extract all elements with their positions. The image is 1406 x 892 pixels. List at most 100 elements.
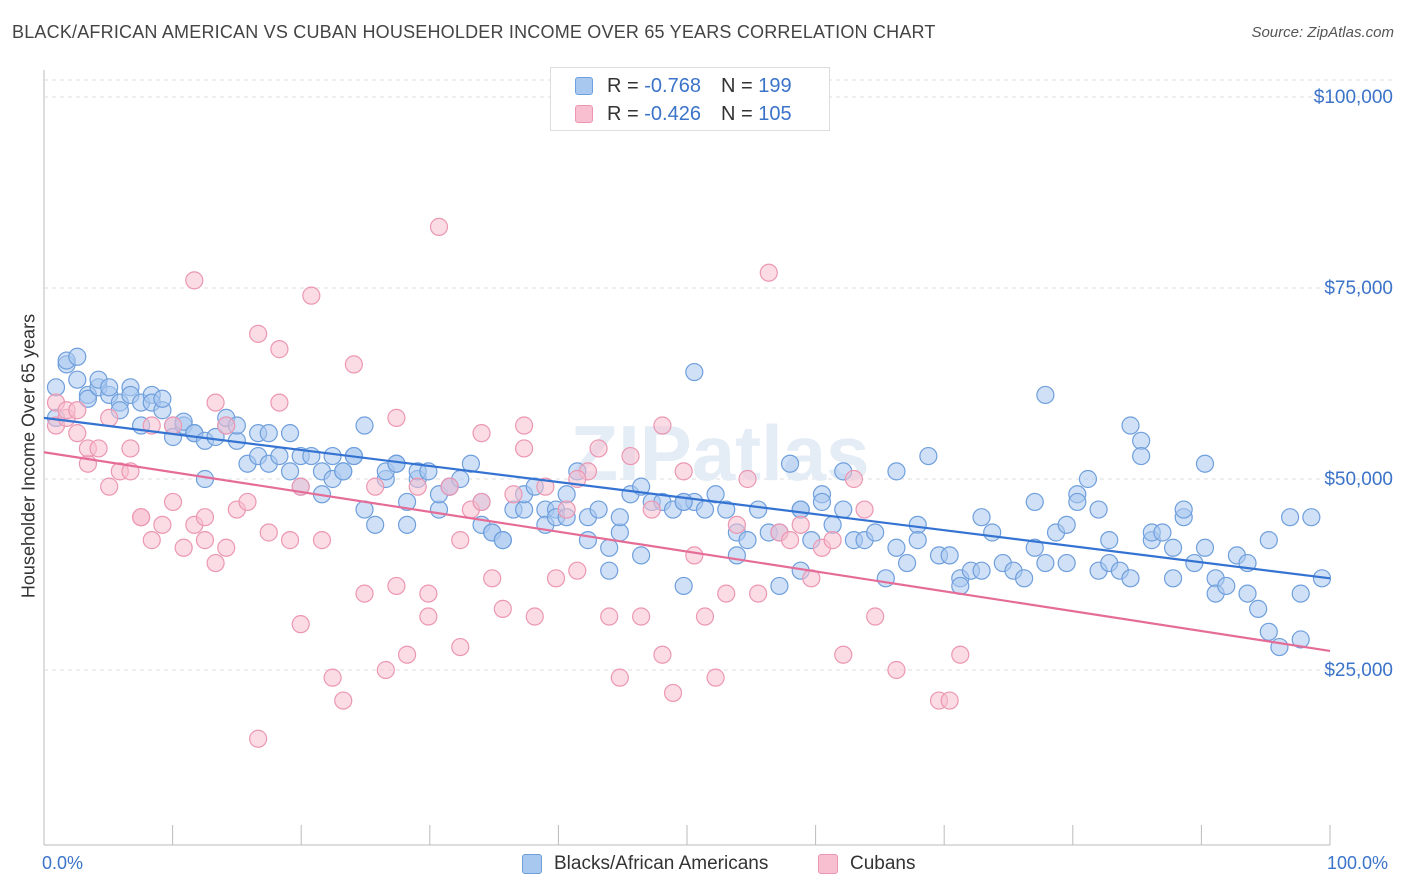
data-point-blacks <box>366 515 385 534</box>
data-point-blacks <box>717 500 736 519</box>
data-point-cubans <box>536 477 555 496</box>
data-point-blacks <box>515 500 534 519</box>
data-point-cubans <box>206 393 225 412</box>
data-point-cubans <box>653 416 672 435</box>
data-point-cubans <box>238 492 257 512</box>
data-point-cubans <box>195 531 215 550</box>
data-point-blacks <box>983 523 1002 542</box>
data-point-blacks <box>100 378 119 397</box>
data-point-blacks <box>908 531 927 550</box>
data-point-cubans <box>621 446 640 466</box>
r-label: R = <box>607 74 639 97</box>
legend-item-cubans: Cubans <box>818 852 916 876</box>
data-point-blacks <box>972 561 991 580</box>
data-point-cubans <box>695 607 715 626</box>
data-point-blacks <box>557 485 576 504</box>
pink-swatch <box>575 105 593 123</box>
data-point-cubans <box>397 645 417 664</box>
data-point-blacks <box>355 416 374 435</box>
data-point-blacks <box>1025 538 1044 557</box>
data-point-cubans <box>887 660 906 680</box>
data-point-blacks <box>600 538 619 557</box>
data-point-cubans <box>121 439 140 458</box>
data-point-cubans <box>429 217 449 236</box>
data-point-blacks <box>695 500 715 519</box>
data-point-cubans <box>653 645 672 664</box>
data-point-cubans <box>291 615 310 634</box>
data-point-blacks <box>919 446 938 466</box>
data-point-cubans <box>387 576 406 596</box>
data-point-cubans <box>600 607 619 626</box>
data-point-blacks <box>749 500 768 519</box>
data-point-cubans <box>610 668 629 687</box>
data-point-cubans <box>419 584 438 603</box>
n-label: N = <box>720 74 753 97</box>
data-point-blacks <box>610 523 629 542</box>
data-point-cubans <box>632 607 651 626</box>
data-point-blacks <box>610 508 629 527</box>
y-tick-label: $25,000 <box>1324 660 1393 681</box>
data-point-cubans <box>355 584 374 603</box>
data-point-cubans <box>100 477 119 496</box>
data-point-cubans <box>195 508 215 527</box>
data-point-blacks <box>259 424 278 443</box>
data-point-cubans <box>100 408 119 427</box>
data-point-blacks <box>280 462 300 481</box>
data-point-blacks <box>866 523 885 542</box>
source-label: Source: ZipAtlas.com <box>1251 24 1394 41</box>
data-point-blacks <box>780 454 800 473</box>
data-point-blacks <box>1057 553 1076 573</box>
data-point-cubans <box>270 393 289 412</box>
data-point-cubans <box>259 523 278 542</box>
data-point-blacks <box>1174 500 1193 519</box>
data-point-blacks <box>1132 446 1151 466</box>
data-point-blacks <box>1089 500 1108 519</box>
data-point-cubans <box>706 668 725 687</box>
data-point-cubans <box>174 538 193 557</box>
data-point-blacks <box>1100 531 1119 550</box>
data-point-cubans <box>163 492 183 512</box>
data-point-blacks <box>972 508 991 527</box>
data-point-blacks <box>1249 599 1268 618</box>
r-value: -0.768 <box>644 74 701 97</box>
data-point-cubans <box>440 477 459 496</box>
data-point-blacks <box>280 424 300 443</box>
data-point-cubans <box>557 500 576 519</box>
data-point-blacks <box>1217 576 1236 596</box>
data-point-blacks <box>940 546 959 565</box>
x-tick-max: 100.0% <box>1327 853 1389 873</box>
data-point-cubans <box>472 424 491 443</box>
data-point-blacks <box>1068 492 1087 512</box>
data-point-cubans <box>302 286 321 305</box>
data-point-cubans <box>323 668 342 687</box>
data-point-cubans <box>866 607 885 626</box>
data-point-blacks <box>1163 569 1183 588</box>
blue-swatch <box>522 854 542 874</box>
data-point-cubans <box>546 569 566 588</box>
data-point-blacks <box>589 500 608 519</box>
data-point-blacks <box>153 389 172 408</box>
data-point-cubans <box>483 569 502 588</box>
data-point-cubans <box>525 607 544 626</box>
legend-label: Cubans <box>850 853 916 874</box>
data-point-cubans <box>376 660 395 680</box>
data-point-cubans <box>280 531 300 550</box>
data-point-cubans <box>249 729 268 748</box>
legend-label: Blacks/African Americans <box>554 853 769 874</box>
data-point-blacks <box>270 446 289 466</box>
data-point-cubans <box>834 645 853 664</box>
data-point-cubans <box>823 531 842 550</box>
data-point-blacks <box>706 485 725 504</box>
data-point-blacks <box>429 500 449 519</box>
n-value: 199 <box>758 74 792 97</box>
data-point-blacks <box>1015 569 1034 588</box>
data-point-blacks <box>1302 508 1321 527</box>
data-point-blacks <box>674 576 693 596</box>
data-point-cubans <box>142 531 161 550</box>
data-point-blacks <box>46 378 66 397</box>
data-point-cubans <box>780 531 800 550</box>
data-point-cubans <box>68 424 87 443</box>
n-value: 105 <box>758 102 792 125</box>
data-point-cubans <box>759 263 778 282</box>
